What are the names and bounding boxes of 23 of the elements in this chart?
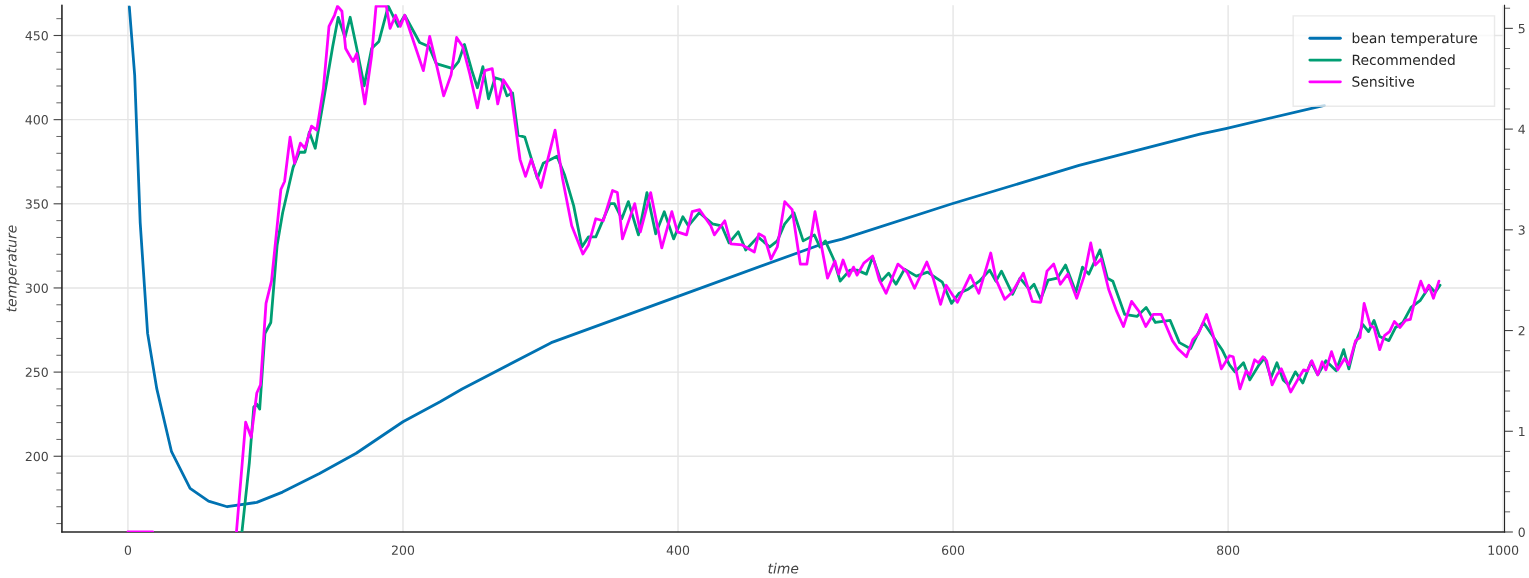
- y-tick-label: 200: [25, 451, 48, 462]
- x-tick-label: 0: [124, 545, 132, 555]
- y2-tick-label: 1: [1519, 426, 1525, 437]
- y2-tick-label: 0: [1518, 527, 1525, 537]
- x-tick-label: 600: [942, 545, 965, 555]
- y-axis-title: temperature: [6, 225, 20, 312]
- y-tick-label: 400: [25, 115, 48, 125]
- x-tick-label: 1000: [1488, 545, 1519, 555]
- x-tick-label: 800: [1217, 545, 1240, 555]
- y2-tick-label: 4: [1518, 124, 1525, 134]
- legend-label: Recommended: [1352, 54, 1455, 66]
- y-tick-label: 250: [25, 367, 48, 378]
- x-tick-label: 200: [391, 545, 415, 555]
- y-tick-label: 450: [25, 30, 48, 41]
- y-tick-label: 350: [25, 199, 48, 209]
- y2-tick-label: 2: [1518, 326, 1525, 336]
- x-tick-label: 400: [666, 545, 690, 555]
- legend-label: Sensitive: [1352, 76, 1415, 87]
- y2-tick-label: 5: [1518, 24, 1525, 34]
- y-tick-label: 300: [25, 283, 48, 293]
- y2-tick-label: 3: [1518, 225, 1525, 235]
- x-axis-title: time: [768, 562, 799, 574]
- legend-label: bean temperature: [1352, 32, 1478, 46]
